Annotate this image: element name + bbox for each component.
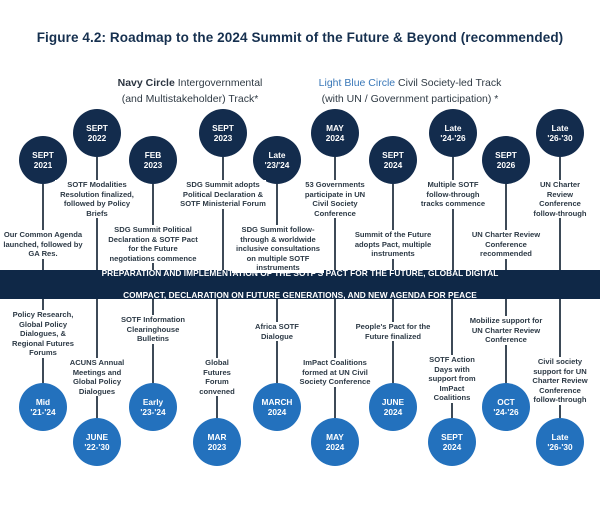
- milestone-circle-navy: SEPT 2024: [369, 136, 417, 184]
- milestone-period: SEPT: [32, 150, 54, 160]
- milestone-year: '24-'26: [440, 133, 466, 143]
- legend-light-blue-text: Civil Society-led Track: [395, 77, 502, 89]
- legend-navy-text: Intergovernmental: [174, 77, 263, 89]
- milestone-label: Civil society support for UN Charter Rev…: [529, 357, 591, 405]
- milestone-year: 2024: [383, 160, 403, 170]
- milestone-circle-blue: Late '26-'30: [536, 418, 584, 466]
- milestone-period: MAR: [207, 432, 227, 442]
- connector-line: [392, 299, 394, 383]
- milestone-year: 2024: [442, 442, 462, 452]
- milestone-label: Policy Research, Global Policy Dialogues…: [8, 310, 78, 358]
- milestone-period: JUNE: [85, 432, 109, 442]
- milestone-circle-blue: Early '23-'24: [129, 383, 177, 431]
- milestone-period: Late: [551, 432, 569, 442]
- connector-line: [42, 184, 44, 270]
- milestone-year: 2024: [267, 407, 287, 417]
- milestone-circle-blue: JUNE '22-'30: [73, 418, 121, 466]
- milestone-circle-navy: SEPT 2022: [73, 109, 121, 157]
- milestone-circle-navy: FEB 2023: [129, 136, 177, 184]
- milestone-year: '24-'26: [493, 407, 519, 417]
- legend-light-blue-text-2: (with UN / Government participation) *: [321, 93, 499, 105]
- milestone-label: SDG Summit Political Declaration & SOTF …: [105, 225, 201, 263]
- legend-navy-text-2: (and Multistakeholder) Track*: [121, 93, 259, 105]
- milestone-period: SEPT: [441, 432, 463, 442]
- milestone-period: JUNE: [381, 397, 405, 407]
- milestone-label: ImPact Coalitions formed at UN Civil Soc…: [298, 358, 372, 387]
- milestone-label: UN Charter Review Conference recommended: [466, 230, 546, 259]
- legend-navy: Navy Circle Intergovernmental (and Multi…: [85, 75, 295, 107]
- implementation-band: PREPARATION AND IMPLEMENTATION OF THE SO…: [0, 268, 600, 300]
- milestone-circle-navy: SEPT 2021: [19, 136, 67, 184]
- legend-light-blue: Light Blue Circle Civil Society-led Trac…: [285, 75, 535, 107]
- milestone-period: Late: [444, 123, 462, 133]
- milestone-label: SDG Summit follow-through & worldwide in…: [232, 225, 324, 273]
- milestone-label: Summit of the Future adopts Pact, multip…: [352, 230, 434, 259]
- milestone-label: Africa SOTF Dialogue: [246, 322, 308, 341]
- figure-title: Figure 4.2: Roadmap to the 2024 Summit o…: [36, 30, 564, 45]
- milestone-label: Our Common Agenda launched, followed by …: [3, 230, 83, 259]
- milestone-period: MAY: [326, 432, 344, 442]
- milestone-year: '23/'24: [264, 160, 290, 170]
- legend-light-blue-key: Light Blue Circle: [318, 77, 396, 89]
- milestone-year: 2024: [325, 133, 345, 143]
- milestone-period: FEB: [144, 150, 162, 160]
- milestone-circle-blue: Mid '21-'24: [19, 383, 67, 431]
- connector-line: [222, 157, 224, 270]
- milestone-year: 2026: [496, 160, 516, 170]
- milestone-year: 2022: [87, 133, 107, 143]
- milestone-label: SOTF Action Days with support from ImPac…: [422, 355, 482, 403]
- legend-navy-key: Navy Circle: [117, 77, 175, 89]
- milestone-year: '21-'24: [30, 407, 56, 417]
- milestone-label: SOTF Modalities Resolution finalized, fo…: [55, 180, 139, 218]
- milestone-period: SEPT: [382, 150, 404, 160]
- milestone-year: 2024: [383, 407, 403, 417]
- connector-line: [505, 184, 507, 270]
- milestone-label: SOTF Information Clearinghouse Bulletins: [115, 315, 191, 344]
- milestone-year: 2024: [325, 442, 345, 452]
- connector-line: [452, 157, 454, 270]
- milestone-year: '26-'30: [547, 133, 573, 143]
- milestone-circle-navy: Late '24-'26: [429, 109, 477, 157]
- connector-line: [392, 184, 394, 270]
- milestone-period: Mid: [35, 397, 51, 407]
- milestone-period: Late: [551, 123, 569, 133]
- milestone-label: SDG Summit adopts Political Declaration …: [180, 180, 266, 209]
- milestone-label: Multiple SOTF follow-through tracks comm…: [420, 180, 486, 209]
- milestone-year: 2021: [33, 160, 53, 170]
- milestone-label: People's Pact for the Future finalized: [352, 322, 434, 341]
- milestone-circle-navy: SEPT 2023: [199, 109, 247, 157]
- milestone-label: ACUNS Annual Meetings and Global Policy …: [63, 358, 131, 396]
- milestone-year: 2023: [213, 133, 233, 143]
- milestone-circle-blue: OCT '24-'26: [482, 383, 530, 431]
- milestone-year: '22-'30: [84, 442, 110, 452]
- milestone-circle-blue: MARCH 2024: [253, 383, 301, 431]
- milestone-label: 53 Governments participate in UN Civil S…: [298, 180, 372, 218]
- milestone-label: Mobilize support for UN Charter Review C…: [466, 316, 546, 345]
- milestone-period: Early: [142, 397, 164, 407]
- milestone-year: '23-'24: [140, 407, 166, 417]
- connector-line: [276, 299, 278, 383]
- milestone-circle-navy: MAY 2024: [311, 109, 359, 157]
- milestone-circle-navy: Late '23/'24: [253, 136, 301, 184]
- milestone-label: Global Futures Forum convened: [196, 358, 238, 396]
- milestone-period: SEPT: [495, 150, 517, 160]
- band-line-1: PREPARATION AND IMPLEMENTATION OF THE SO…: [101, 268, 499, 278]
- milestone-circle-blue: MAY 2024: [311, 418, 359, 466]
- milestone-circle-blue: JUNE 2024: [369, 383, 417, 431]
- milestone-period: Late: [268, 150, 286, 160]
- milestone-period: SEPT: [212, 123, 234, 133]
- band-line-2: COMPACT, DECLARATION ON FUTURE GENERATIO…: [123, 290, 477, 300]
- milestone-year: 2023: [207, 442, 227, 452]
- milestone-year: '26-'30: [547, 442, 573, 452]
- milestone-period: SEPT: [86, 123, 108, 133]
- milestone-circle-navy: SEPT 2026: [482, 136, 530, 184]
- milestone-circle-blue: SEPT 2024: [428, 418, 476, 466]
- milestone-period: MAY: [326, 123, 344, 133]
- milestone-circle-blue: MAR 2023: [193, 418, 241, 466]
- milestone-period: MARCH: [261, 397, 293, 407]
- milestone-year: 2023: [143, 160, 163, 170]
- milestone-label: UN Charter Review Conference follow-thro…: [527, 180, 593, 218]
- milestone-circle-navy: Late '26-'30: [536, 109, 584, 157]
- milestone-period: OCT: [497, 397, 515, 407]
